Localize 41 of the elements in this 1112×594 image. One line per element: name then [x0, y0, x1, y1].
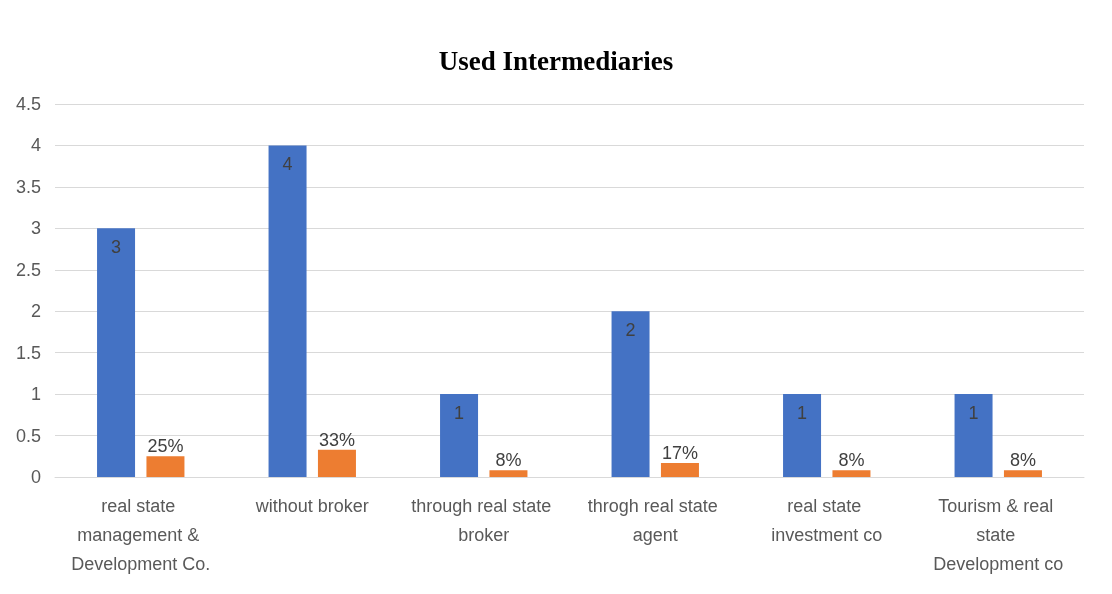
y-tick-label: 1.5	[15, 342, 41, 363]
bar	[146, 456, 185, 477]
y-tick-label: 2.5	[15, 259, 41, 280]
bar	[268, 145, 307, 477]
bar	[611, 311, 650, 477]
bar	[660, 462, 699, 477]
bar	[783, 394, 822, 477]
bar	[832, 470, 871, 477]
data-label: 8%	[495, 450, 522, 471]
data-label: 3	[111, 237, 122, 258]
bar	[1003, 470, 1042, 477]
x-tick-label: through real state broker	[411, 495, 557, 545]
x-tick-label: real state investment co	[771, 495, 883, 545]
x-tick-label: real state management & Development Co.	[71, 495, 211, 574]
bar	[97, 228, 136, 477]
bar	[317, 449, 356, 477]
bar	[954, 394, 993, 477]
y-tick-label: 4.5	[15, 94, 41, 114]
y-tick-label: 4	[30, 135, 41, 156]
data-label: 1	[797, 403, 808, 424]
data-label: 8%	[1009, 450, 1036, 471]
y-tick-label: 1	[30, 384, 41, 405]
data-label: 17%	[661, 442, 698, 463]
y-tick-label: 0.5	[15, 425, 41, 446]
bar	[489, 470, 528, 477]
chart-title: Used Intermediaries	[438, 45, 674, 76]
data-label: 8%	[838, 450, 865, 471]
data-label: 1	[454, 403, 465, 424]
x-tick-label: without broker	[254, 495, 369, 516]
y-tick-label: 3.5	[15, 176, 41, 197]
x-tick-label: throgh real state agent	[587, 495, 723, 545]
data-label: 33%	[318, 429, 355, 450]
data-label: 25%	[147, 436, 184, 457]
data-label: 4	[282, 154, 293, 175]
data-label: 2	[625, 320, 636, 341]
y-tick-label: 2	[30, 301, 41, 322]
y-tick-label: 3	[30, 218, 41, 239]
y-tick-label: 0	[30, 467, 41, 487]
data-label: 1	[968, 403, 979, 424]
x-tick-label: Tourism & real state Development co	[933, 495, 1064, 574]
bar	[440, 394, 479, 477]
